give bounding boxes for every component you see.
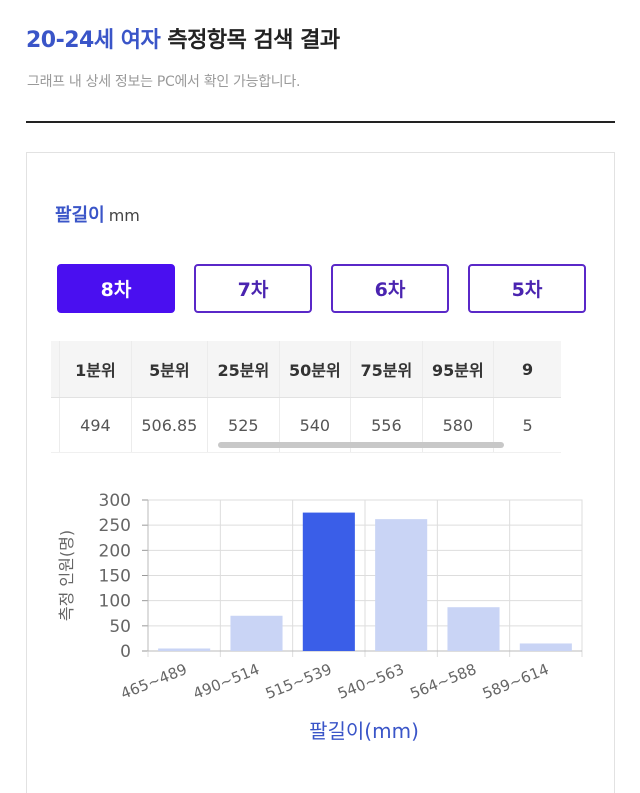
x-tick-label: 515~539	[263, 660, 335, 703]
table-cell: 506.85	[130, 397, 208, 453]
table-horizontal-scrollbar[interactable]	[218, 442, 504, 448]
page-title: 20-24세 여자 측정항목 검색 결과	[26, 22, 340, 54]
chart-bar	[302, 512, 355, 651]
chart-bar	[519, 643, 572, 651]
chart-bar	[230, 615, 283, 651]
measure-name: 팔길이	[55, 205, 105, 226]
y-tick-label: 250	[99, 516, 131, 536]
y-tick-label: 200	[99, 541, 131, 561]
chart-bar	[158, 648, 211, 651]
x-tick-label: 564~588	[407, 660, 479, 703]
table-header-cell: 5분위	[130, 341, 208, 398]
y-tick-label: 150	[99, 567, 131, 587]
x-tick-label: 540~563	[335, 660, 407, 703]
y-tick-label: 50	[109, 617, 131, 637]
table-header-cell: 75분위	[350, 341, 423, 398]
tab-round-5[interactable]: 5차	[468, 264, 586, 313]
page-subtitle: 그래프 내 상세 정보는 PC에서 확인 가능합니다.	[27, 74, 301, 90]
y-tick-label: 100	[99, 592, 131, 612]
table-cell: 494	[59, 397, 132, 453]
tab-round-7[interactable]: 7차	[194, 264, 312, 313]
table-header-cell: 25분위	[207, 341, 280, 398]
y-tick-label: 300	[99, 491, 131, 511]
x-tick-label: 589~614	[480, 660, 552, 703]
x-tick-label: 490~514	[190, 660, 262, 703]
chart-bar	[447, 607, 500, 651]
y-axis-title: 측정 인원(명)	[57, 530, 76, 621]
table-cell	[51, 397, 60, 453]
chart-bar	[375, 519, 428, 651]
header-divider	[26, 121, 615, 123]
table-header-row: 값 1분위 5분위 25분위 50분위 75분위 95분위 9	[51, 341, 561, 398]
measure-heading: 팔길이 mm	[55, 201, 140, 227]
x-tick-label: 465~489	[118, 660, 190, 703]
percentile-table-scroll[interactable]: 값 1분위 5분위 25분위 50분위 75분위 95분위 9 494 506.…	[51, 341, 588, 454]
table-header-cell: 값	[51, 341, 60, 398]
measure-unit: mm	[108, 206, 140, 225]
table-header-cell: 50분위	[278, 341, 351, 398]
page-header: 20-24세 여자 측정항목 검색 결과	[26, 22, 340, 54]
title-demographic: 20-24세 여자	[26, 28, 161, 53]
y-tick-label: 0	[120, 642, 131, 662]
tab-round-8[interactable]: 8차	[57, 264, 175, 313]
title-text: 측정항목 검색 결과	[167, 28, 340, 53]
x-axis-title: 팔길이(mm)	[309, 719, 419, 743]
table-cell: 5	[493, 397, 561, 453]
table-header-cell: 9	[493, 341, 561, 398]
percentile-table: 값 1분위 5분위 25분위 50분위 75분위 95분위 9 494 506.…	[51, 341, 561, 453]
tab-round-6[interactable]: 6차	[331, 264, 449, 313]
table-header-cell: 1분위	[59, 341, 132, 398]
table-header-cell: 95분위	[421, 341, 494, 398]
